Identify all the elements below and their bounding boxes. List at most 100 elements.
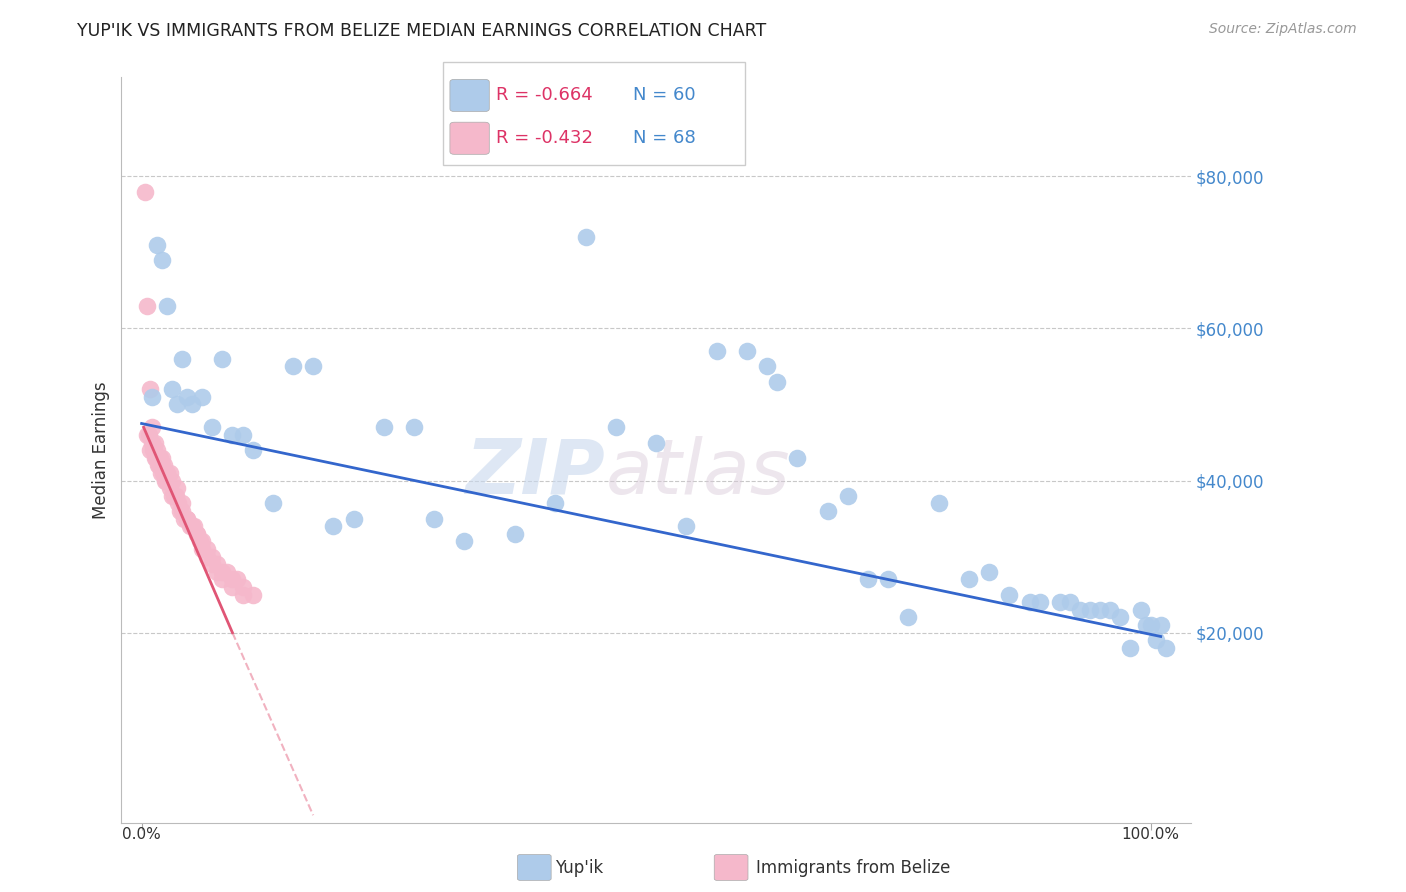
Point xyxy=(231,588,253,602)
Text: atlas: atlas xyxy=(606,436,790,510)
Point xyxy=(201,558,224,572)
Point xyxy=(188,534,211,549)
Point xyxy=(201,549,224,564)
Point xyxy=(141,390,163,404)
Point xyxy=(1088,603,1111,617)
Point xyxy=(176,390,198,404)
Point xyxy=(142,443,165,458)
Point xyxy=(1109,610,1132,624)
Point xyxy=(145,237,167,252)
Point xyxy=(135,299,157,313)
Point xyxy=(145,450,167,465)
Point xyxy=(897,610,920,624)
Point xyxy=(207,558,229,572)
Point xyxy=(150,252,173,267)
Point xyxy=(211,573,233,587)
Point xyxy=(167,496,190,510)
Point xyxy=(141,420,163,434)
Point xyxy=(156,299,179,313)
Point xyxy=(156,466,179,480)
Point xyxy=(176,511,198,525)
Point xyxy=(191,541,214,556)
Point xyxy=(141,435,163,450)
Point xyxy=(1139,618,1161,632)
Point xyxy=(675,519,697,533)
Point xyxy=(153,474,176,488)
Point xyxy=(183,519,205,533)
Point xyxy=(706,344,728,359)
Point xyxy=(186,526,208,541)
Point xyxy=(837,489,859,503)
Text: N = 60: N = 60 xyxy=(633,86,696,103)
Point xyxy=(928,496,950,510)
Point xyxy=(149,458,172,473)
Point xyxy=(195,541,218,556)
Point xyxy=(302,359,325,374)
Point xyxy=(998,588,1021,602)
Point xyxy=(191,534,214,549)
Point xyxy=(1069,603,1091,617)
Point xyxy=(1049,595,1071,609)
Point xyxy=(373,420,395,434)
Point xyxy=(1119,640,1142,655)
Point xyxy=(156,474,179,488)
Point xyxy=(1129,603,1152,617)
Point xyxy=(503,526,526,541)
Point xyxy=(138,443,160,458)
Text: N = 68: N = 68 xyxy=(633,129,696,147)
Point xyxy=(148,458,170,473)
Point xyxy=(453,534,475,549)
Point xyxy=(817,504,839,518)
Point xyxy=(138,382,160,396)
Point xyxy=(1144,633,1167,648)
Point xyxy=(231,580,253,594)
Point xyxy=(153,458,176,473)
Point xyxy=(156,474,179,488)
Point xyxy=(217,565,239,579)
Point xyxy=(186,526,208,541)
Point xyxy=(170,496,193,510)
Text: 100.0%: 100.0% xyxy=(1122,827,1180,842)
Point xyxy=(170,351,193,366)
Point xyxy=(242,588,264,602)
Text: Immigrants from Belize: Immigrants from Belize xyxy=(756,859,950,877)
Y-axis label: Median Earnings: Median Earnings xyxy=(93,381,110,519)
Point xyxy=(134,185,156,199)
Point xyxy=(322,519,344,533)
Text: ZIP: ZIP xyxy=(465,436,606,510)
Point xyxy=(1028,595,1050,609)
Point xyxy=(1154,640,1177,655)
Point xyxy=(1099,603,1122,617)
Point xyxy=(221,428,243,442)
Point xyxy=(169,504,191,518)
Point xyxy=(262,496,284,510)
Point xyxy=(423,511,446,525)
Point xyxy=(138,428,160,442)
Point xyxy=(195,549,218,564)
Point xyxy=(150,450,173,465)
Point xyxy=(176,511,198,525)
Point xyxy=(166,481,188,495)
Point xyxy=(165,489,187,503)
Point xyxy=(221,573,243,587)
Point xyxy=(163,489,186,503)
Point xyxy=(735,344,758,359)
Point xyxy=(191,390,214,404)
Point xyxy=(170,504,193,518)
Point xyxy=(155,474,177,488)
Point xyxy=(160,489,183,503)
Point xyxy=(957,573,980,587)
Point xyxy=(146,458,169,473)
Point xyxy=(231,428,253,442)
Point xyxy=(152,466,174,480)
Point xyxy=(153,466,176,480)
Point xyxy=(160,382,183,396)
Point xyxy=(786,450,808,465)
Point xyxy=(135,428,157,442)
Point xyxy=(645,435,668,450)
Point xyxy=(149,450,172,465)
Text: Source: ZipAtlas.com: Source: ZipAtlas.com xyxy=(1209,22,1357,37)
Point xyxy=(856,573,879,587)
Point xyxy=(281,359,304,374)
Point xyxy=(207,565,229,579)
